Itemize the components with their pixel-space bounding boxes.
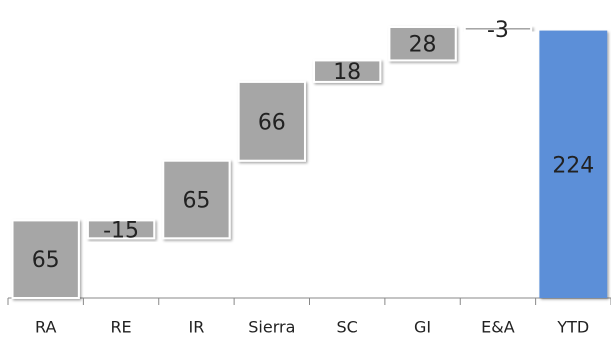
data-label: 65 bbox=[32, 248, 60, 273]
data-label: 224 bbox=[552, 153, 594, 178]
bar bbox=[11, 219, 80, 299]
data-label: -3 bbox=[487, 18, 509, 43]
bar bbox=[388, 26, 457, 62]
bar bbox=[463, 26, 533, 32]
data-label: 65 bbox=[182, 189, 210, 214]
data-label: -15 bbox=[103, 218, 139, 243]
x-tick-label: SC bbox=[337, 318, 358, 337]
x-tick-label: IR bbox=[189, 318, 205, 337]
x-tick-label: E&A bbox=[481, 318, 515, 337]
data-label: 18 bbox=[333, 60, 361, 85]
x-tick-label: YTD bbox=[556, 318, 589, 337]
data-label: 28 bbox=[409, 33, 437, 58]
bar bbox=[313, 59, 382, 83]
bar bbox=[86, 219, 156, 240]
bar bbox=[237, 80, 306, 162]
total-bar bbox=[539, 30, 608, 299]
data-label: 66 bbox=[258, 110, 286, 135]
x-tick-label: Sierra bbox=[248, 318, 295, 337]
x-tick-label: RA bbox=[35, 318, 56, 337]
x-tick-label: RE bbox=[110, 318, 131, 337]
bar bbox=[162, 159, 231, 240]
x-tick-label: GI bbox=[414, 318, 431, 337]
